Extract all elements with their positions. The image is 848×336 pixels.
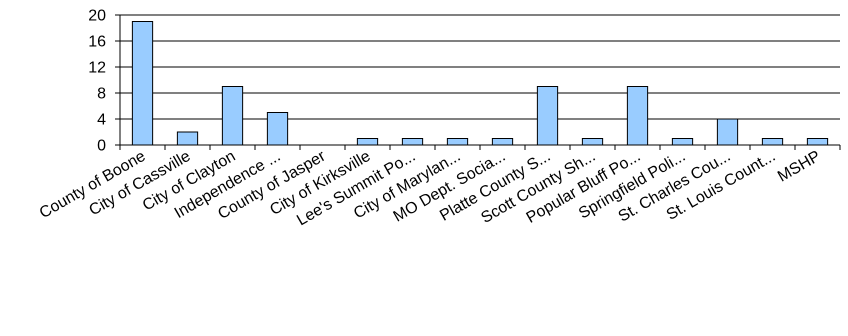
bar (176, 131, 199, 146)
y-tick-labels: 0 4 8 12 16 20 (88, 8, 106, 155)
bar (491, 138, 514, 146)
y-tick-label: 0 (97, 138, 106, 155)
bars (131, 21, 829, 146)
y-tick-label: 12 (88, 60, 106, 77)
bar (356, 138, 379, 146)
bar (446, 138, 469, 146)
y-tick-label: 16 (88, 34, 106, 51)
bar (131, 21, 154, 146)
bar (221, 86, 244, 146)
bar (581, 138, 604, 146)
axes (115, 14, 841, 150)
x-category-label: MSHP (775, 148, 824, 186)
y-tick-label: 8 (97, 86, 106, 103)
bar (266, 112, 289, 146)
bar (806, 138, 829, 146)
bar (716, 118, 739, 146)
bar (671, 138, 694, 146)
y-tick-label: 4 (97, 112, 106, 129)
bar (626, 86, 649, 146)
y-tick-label: 20 (88, 8, 106, 25)
bar (401, 138, 424, 146)
bar (536, 86, 559, 146)
bar (761, 138, 784, 146)
